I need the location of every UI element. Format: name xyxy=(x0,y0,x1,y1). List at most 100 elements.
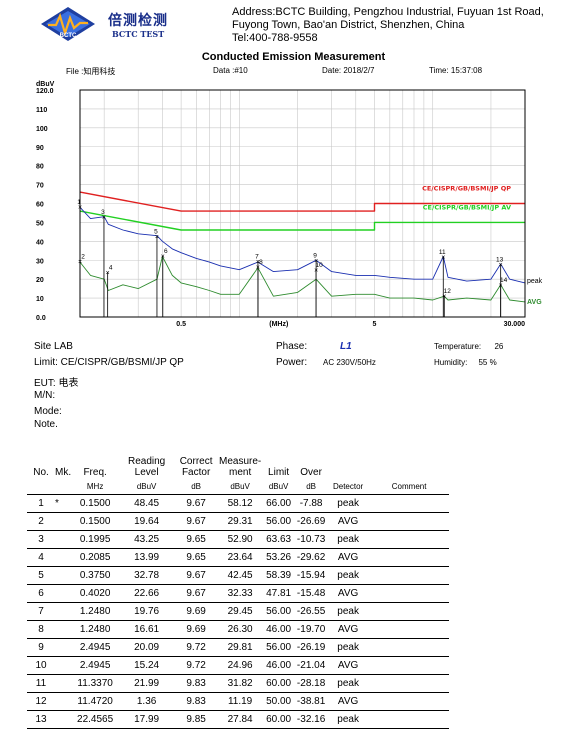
row-over: -15.94 xyxy=(295,566,328,585)
row-correct-factor: 9.67 xyxy=(174,566,219,585)
row-mark xyxy=(55,566,72,585)
row-limit: 46.00 xyxy=(262,620,296,639)
peak-trace xyxy=(79,206,526,284)
row-detector: peak xyxy=(327,566,370,585)
row-no: 11 xyxy=(27,674,55,693)
row-comment xyxy=(369,566,450,585)
phase-value: L1 xyxy=(340,341,352,352)
row-no: 12 xyxy=(27,692,55,711)
marker-x-symbol: × xyxy=(102,214,106,221)
row-detector: AVG xyxy=(327,692,370,711)
unit-comment: Comment xyxy=(369,478,450,495)
qp-limit-label: CE/CISPR/GB/BSMI/JP QP xyxy=(422,185,511,193)
humidity-info: Humidity: 55 % xyxy=(434,358,497,367)
marker-label: 14 xyxy=(500,277,508,284)
row-over: -10.73 xyxy=(295,530,328,549)
row-reading-level: 22.66 xyxy=(119,584,175,603)
row-comment xyxy=(369,674,450,693)
marker-x-symbol: × xyxy=(256,265,260,272)
power-value: AC 230V/50Hz xyxy=(323,358,376,367)
row-frequency: 11.3370 xyxy=(71,674,120,693)
row-comment xyxy=(369,638,450,657)
file-name: File :知用科技 xyxy=(66,67,116,76)
row-comment xyxy=(369,548,450,567)
row-measurement: 23.64 xyxy=(218,548,263,567)
row-limit: 53.26 xyxy=(262,548,296,567)
row-detector: AVG xyxy=(327,620,370,639)
row-correct-factor: 9.69 xyxy=(174,620,219,639)
row-mark xyxy=(55,602,72,621)
x-tick-label: 30.000 xyxy=(504,321,526,328)
marker-x-symbol: × xyxy=(442,293,446,300)
row-correct-factor: 9.67 xyxy=(174,494,219,513)
table-row: 2 0.1500 19.64 9.67 29.31 56.00 -26.69 AVG xyxy=(27,512,450,531)
table-row: 6 0.4020 22.66 9.67 32.33 47.81 -15.48 AVG xyxy=(27,584,450,603)
header-no: No. xyxy=(33,467,49,478)
table-row: 1 * 0.1500 48.45 9.67 58.12 66.00 -7.88 peak xyxy=(27,494,450,513)
y-tick-label: 100 xyxy=(36,126,48,133)
marker-label: 11 xyxy=(439,249,446,256)
row-measurement: 29.81 xyxy=(218,638,263,657)
av-limit-label: CE/CISPR/GB/BSMI/JP AV xyxy=(423,203,511,211)
unit-measurement: dBuV xyxy=(218,478,263,495)
test-date: Date: 2018/2/7 xyxy=(322,66,375,75)
unit-mk xyxy=(55,478,72,495)
x-tick-label: 0.5 xyxy=(176,321,186,328)
row-reading-level: 16.61 xyxy=(119,620,175,639)
table-units-row: MHz dBuV dB dBuV dBuV dB Detector Commen… xyxy=(27,478,450,495)
row-mark xyxy=(55,548,72,567)
site-info: Site LAB xyxy=(34,341,73,352)
row-comment xyxy=(369,620,450,639)
row-correct-factor: 9.69 xyxy=(174,602,219,621)
row-detector: peak xyxy=(327,638,370,657)
y-axis-label: dBuV xyxy=(36,81,55,88)
marker-x-symbol: × xyxy=(106,270,110,277)
row-limit: 56.00 xyxy=(262,512,296,531)
unit-freq: MHz xyxy=(71,478,120,495)
table-header-row: No. Mk. Freq. Reading Level Correct Fact… xyxy=(27,448,449,478)
row-measurement: 32.33 xyxy=(218,584,263,603)
y-tick-label: 60 xyxy=(36,202,44,209)
marker-label: 3 xyxy=(101,209,105,216)
row-no: 9 xyxy=(27,638,55,657)
row-comment xyxy=(369,692,450,711)
header-reading-level: Reading Level xyxy=(127,456,166,478)
test-time: Time: 15:37:08 xyxy=(429,66,483,75)
row-limit: 46.00 xyxy=(262,656,296,675)
header-freq: Freq. xyxy=(83,467,107,478)
row-frequency: 1.2480 xyxy=(71,620,120,639)
qp-limit-line xyxy=(79,191,525,212)
row-limit: 56.00 xyxy=(262,602,296,621)
y-tick-label: 90 xyxy=(36,145,44,152)
plot-frame xyxy=(79,89,526,318)
bctc-logo-icon: BCTC xyxy=(41,7,95,41)
table-row: 12 11.4720 1.36 9.83 11.19 50.00 -38.81 AVG xyxy=(27,692,450,711)
row-measurement: 24.96 xyxy=(218,656,263,675)
unit-limit: dBuV xyxy=(262,478,296,495)
row-reading-level: 32.78 xyxy=(119,566,175,585)
marker-x-symbol: × xyxy=(314,267,318,274)
logo-english-text: BCTC TEST xyxy=(112,29,165,39)
row-over: -26.19 xyxy=(295,638,328,657)
y-tick-label: 50 xyxy=(36,220,44,227)
row-reading-level: 21.99 xyxy=(119,674,175,693)
row-limit: 60.00 xyxy=(262,674,296,693)
row-no: 4 xyxy=(27,548,55,567)
row-measurement: 52.90 xyxy=(218,530,263,549)
row-comment xyxy=(369,602,450,621)
marker-label: 1 xyxy=(77,199,81,206)
row-no: 6 xyxy=(27,584,55,603)
row-over: -26.55 xyxy=(295,602,328,621)
row-correct-factor: 9.72 xyxy=(174,638,219,657)
row-frequency: 0.1995 xyxy=(71,530,120,549)
avg-limit-line xyxy=(79,210,525,231)
row-reading-level: 15.24 xyxy=(119,656,175,675)
table-row: 13 22.4565 17.99 9.85 27.84 60.00 -32.16 peak xyxy=(27,710,450,729)
row-measurement: 58.12 xyxy=(218,494,263,513)
unit-no xyxy=(27,478,55,495)
row-no: 13 xyxy=(27,710,55,729)
y-tick-label: 0.0 xyxy=(36,315,46,322)
row-detector: AVG xyxy=(327,656,370,675)
row-reading-level: 43.25 xyxy=(119,530,175,549)
row-correct-factor: 9.67 xyxy=(174,584,219,603)
